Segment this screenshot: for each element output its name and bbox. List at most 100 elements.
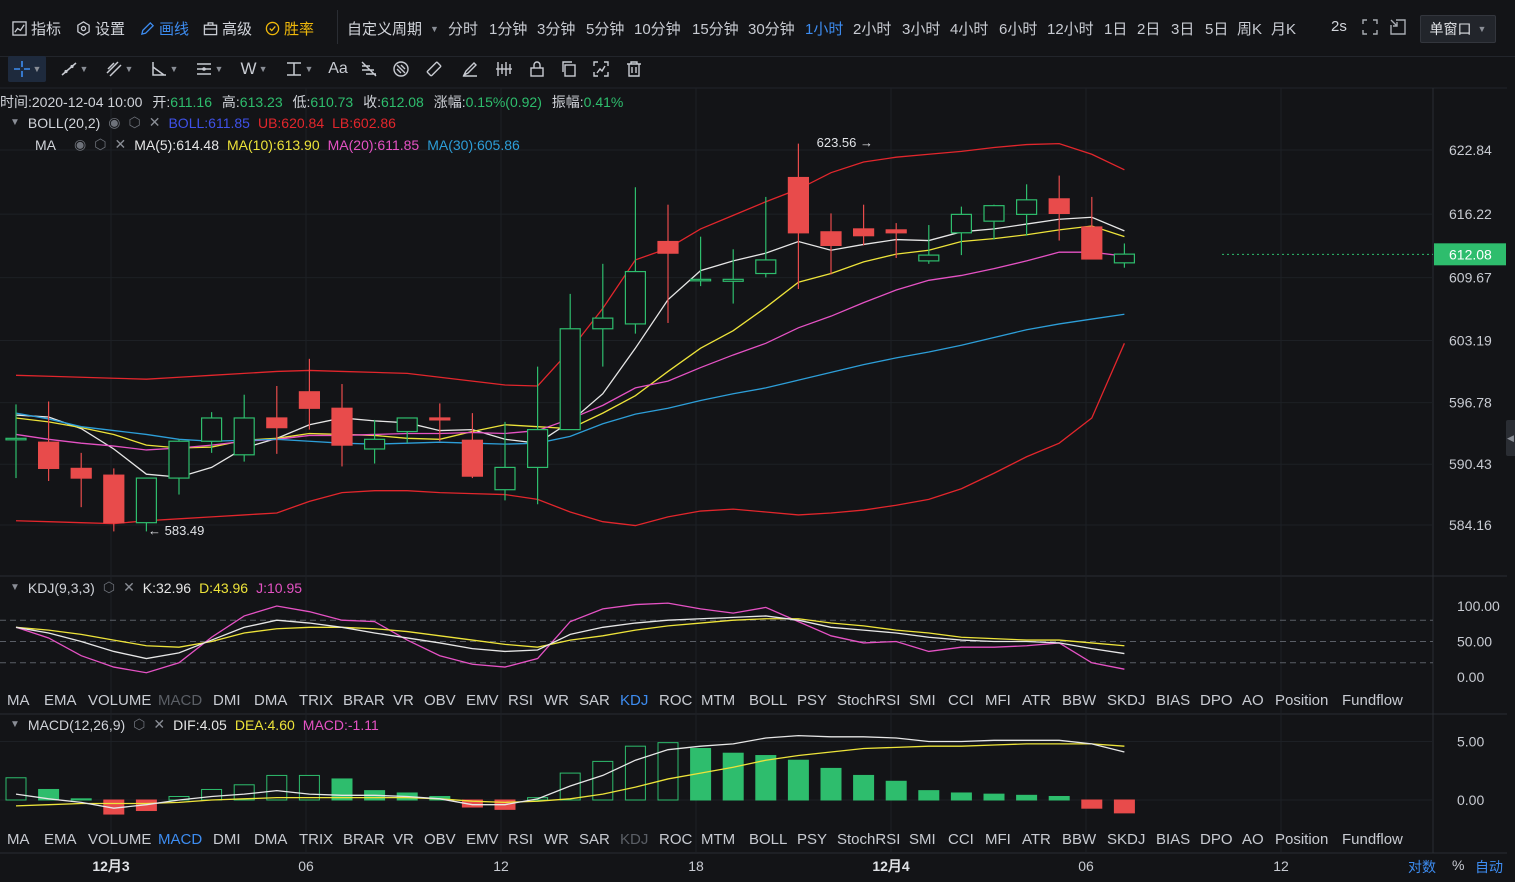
indicator-tab-rsi[interactable]: RSI <box>508 692 534 709</box>
indicator-tab-wr[interactable]: WR <box>544 831 569 848</box>
indicator-tab-atr[interactable]: ATR <box>1022 831 1051 848</box>
indicator-tab-brar[interactable]: BRAR <box>343 692 385 709</box>
candle[interactable] <box>70 467 92 479</box>
candle[interactable] <box>918 254 940 262</box>
multi-line-tool[interactable]: ▼ <box>101 56 137 82</box>
period-3[interactable]: 5分钟 <box>586 21 625 38</box>
brush-tool[interactable] <box>458 56 482 82</box>
period-15[interactable]: 3日 <box>1171 21 1195 38</box>
period-7[interactable]: 1小时 <box>805 21 844 38</box>
indicator-tab-boll[interactable]: BOLL <box>749 692 788 709</box>
period-13[interactable]: 1日 <box>1104 21 1128 38</box>
indicator-tab-trix[interactable]: TRIX <box>299 692 334 709</box>
indicator-tab-bbw[interactable]: BBW <box>1062 831 1097 848</box>
indicator-tab-smi[interactable]: SMI <box>909 692 936 709</box>
text-tool[interactable]: Aa <box>324 56 352 82</box>
angle-line-tool[interactable]: ▼ <box>146 56 182 82</box>
settings-icon[interactable]: ⬡ <box>94 136 107 152</box>
wave-tool[interactable]: W ▼ <box>240 59 268 78</box>
indicator-tab-dmi[interactable]: DMI <box>213 831 241 848</box>
candle[interactable] <box>429 417 451 421</box>
indicator-tab-position[interactable]: Position <box>1275 831 1329 848</box>
indicator-tab-boll[interactable]: BOLL <box>749 831 788 848</box>
eye-icon[interactable]: ◉ <box>108 114 121 130</box>
window-mode-select[interactable]: 单窗口 ▼ <box>1420 15 1496 43</box>
log-scale-toggle[interactable]: 对数 <box>1408 859 1436 875</box>
indicator-tab-ema[interactable]: EMA <box>44 692 77 709</box>
candle[interactable] <box>526 429 549 469</box>
indicator-tab-volume[interactable]: VOLUME <box>88 831 152 848</box>
copy-tool[interactable] <box>557 56 581 82</box>
period-8[interactable]: 2小时 <box>853 21 892 38</box>
minimize-window-icon[interactable] <box>1390 19 1406 38</box>
period-2[interactable]: 3分钟 <box>537 21 576 38</box>
auto-scale-toggle[interactable]: 自动 <box>1475 859 1503 875</box>
boll-name[interactable]: BOLL(20,2) <box>27 114 101 131</box>
candle[interactable] <box>364 438 386 450</box>
collapse-caret-icon[interactable]: ▼ <box>10 117 20 128</box>
indicator-tab-ao[interactable]: AO <box>1242 831 1264 848</box>
settings-icon[interactable]: ⬡ <box>102 579 116 595</box>
ruler-tool[interactable] <box>422 56 446 82</box>
collapse-caret-icon[interactable]: ▼ <box>10 582 20 593</box>
indicator-tab-wr[interactable]: WR <box>544 692 569 709</box>
close-icon[interactable]: ✕ <box>148 114 161 130</box>
period-6[interactable]: 30分钟 <box>748 21 795 38</box>
candle[interactable] <box>103 474 125 524</box>
candle[interactable] <box>624 270 647 325</box>
candle[interactable] <box>168 440 190 479</box>
candle[interactable] <box>787 176 810 234</box>
candle[interactable] <box>1113 253 1136 264</box>
period-11[interactable]: 6小时 <box>999 21 1038 38</box>
indicator-tab-dmi[interactable]: DMI <box>213 692 241 709</box>
indicator-tab-atr[interactable]: ATR <box>1022 692 1051 709</box>
collapse-caret-icon[interactable]: ▼ <box>10 719 20 730</box>
indicator-tab-emv[interactable]: EMV <box>466 692 499 709</box>
indicator-tab-ma[interactable]: MA <box>7 692 30 709</box>
period-1[interactable]: 1分钟 <box>489 21 528 38</box>
period-5[interactable]: 15分钟 <box>692 21 739 38</box>
indicator-tab-stochrsi[interactable]: StochRSI <box>837 831 901 848</box>
indicator-tab-mtm[interactable]: MTM <box>701 831 736 848</box>
candle[interactable] <box>266 417 288 429</box>
screenshot-tool[interactable] <box>589 56 613 82</box>
side-panel-handle[interactable]: ◀ <box>1506 420 1515 456</box>
candle[interactable] <box>852 228 875 237</box>
indicator-tab-vr[interactable]: VR <box>393 831 414 848</box>
candle[interactable] <box>494 466 516 491</box>
indicator-tab-stochrsi[interactable]: StochRSI <box>837 692 901 709</box>
indicator-tab-fundflow[interactable]: Fundflow <box>1342 692 1403 709</box>
delete-tool[interactable] <box>622 56 646 82</box>
eye-icon[interactable]: ◉ <box>74 136 87 152</box>
percent-scale-toggle[interactable]: % <box>1452 857 1465 873</box>
lock-tool[interactable] <box>525 56 549 82</box>
period-9[interactable]: 3小时 <box>902 21 941 38</box>
winrate-button[interactable]: 胜率 <box>265 18 314 39</box>
candle[interactable] <box>1015 199 1038 215</box>
candle[interactable] <box>396 417 418 433</box>
indicator-tab-rsi[interactable]: RSI <box>508 831 534 848</box>
settings-button[interactable]: 设置 <box>76 18 125 39</box>
indicator-tab-sar[interactable]: SAR <box>579 692 610 709</box>
indicator-tab-brar[interactable]: BRAR <box>343 831 385 848</box>
crosshair-tool[interactable]: ▼ <box>8 56 46 82</box>
fullscreen-icon[interactable] <box>1362 19 1378 38</box>
indicator-tab-psy[interactable]: PSY <box>797 831 828 848</box>
candle[interactable] <box>298 391 320 409</box>
indicator-tab-obv[interactable]: OBV <box>424 831 456 848</box>
indicator-tab-roc[interactable]: ROC <box>659 692 693 709</box>
indicator-tab-emv[interactable]: EMV <box>466 831 499 848</box>
settings-icon[interactable]: ⬡ <box>133 716 146 732</box>
refresh-interval[interactable]: 2s <box>1331 18 1347 35</box>
indicator-tab-mfi[interactable]: MFI <box>985 831 1011 848</box>
kdj-name[interactable]: KDJ(9,3,3) <box>27 579 95 596</box>
candle[interactable] <box>657 240 679 254</box>
period-17[interactable]: 周K <box>1237 21 1263 38</box>
candle[interactable] <box>331 407 353 446</box>
measure-tool[interactable]: ▼ <box>281 56 317 82</box>
indicator-tab-dpo[interactable]: DPO <box>1200 831 1233 848</box>
indicator-tab-cci[interactable]: CCI <box>948 831 974 848</box>
indicator-tab-sar[interactable]: SAR <box>579 831 610 848</box>
indicator-tab-skdj[interactable]: SKDJ <box>1107 831 1146 848</box>
